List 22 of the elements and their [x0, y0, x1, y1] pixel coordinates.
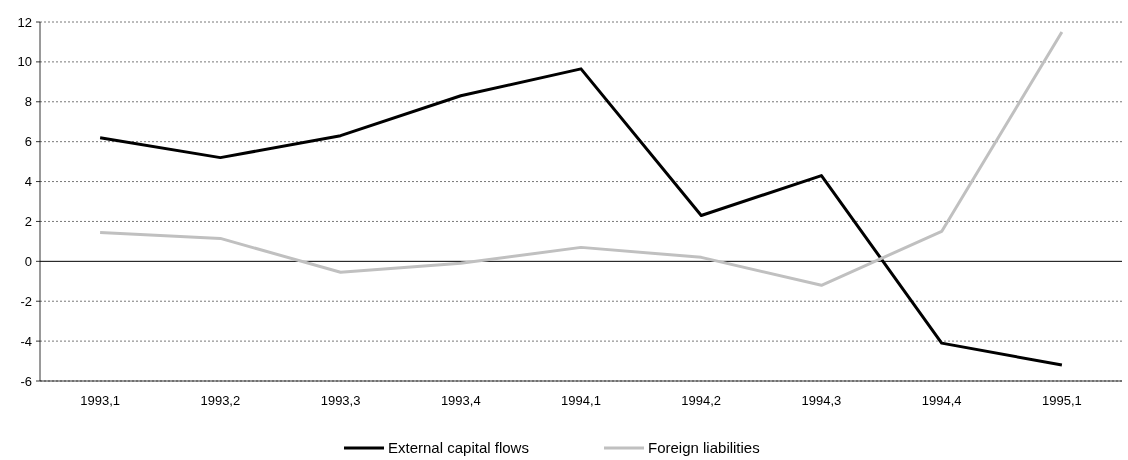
legend-label: External capital flows: [388, 439, 529, 457]
y-tick-label: -4: [20, 333, 32, 349]
x-tick-label: 1995,1: [1042, 393, 1082, 408]
y-tick-label: 2: [24, 213, 32, 229]
x-tick-label: 1993,1: [80, 393, 120, 408]
y-tick-label: 8: [24, 94, 32, 110]
x-tick-label: 1993,2: [200, 393, 241, 408]
y-tick-label: 6: [24, 134, 32, 150]
y-tick-label: 0: [24, 253, 32, 269]
legend-label: Foreign liabilities: [648, 439, 760, 457]
x-tick-label: 1994,4: [921, 393, 962, 408]
y-tick-label: -6: [20, 373, 32, 389]
line-series: [98, 30, 1064, 287]
x-tick-label: 1993,3: [320, 393, 361, 408]
y-tick-label: 10: [17, 54, 32, 70]
x-tick-label: 1994,1: [561, 393, 601, 408]
y-tick-label: 12: [17, 14, 32, 30]
y-tick-label: -2: [20, 293, 32, 309]
x-tick-label: 1994,3: [801, 393, 842, 408]
x-tick-label: 1993,4: [440, 393, 481, 408]
y-tick-label: 4: [24, 174, 32, 190]
x-tick-label: 1994,2: [681, 393, 722, 408]
